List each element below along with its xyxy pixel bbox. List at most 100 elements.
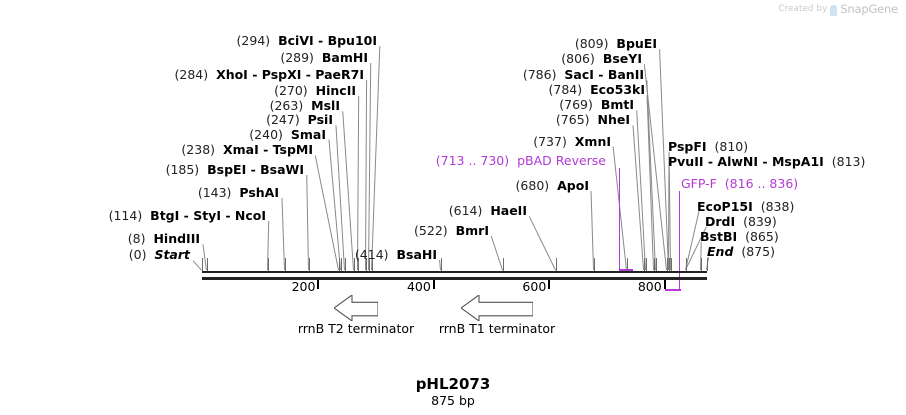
watermark-brand: SnapGene xyxy=(840,2,898,16)
enzyme-label[interactable]: (614) HaeII xyxy=(449,204,527,217)
enzyme-separator: - xyxy=(593,67,608,82)
enzyme-label[interactable]: (263) MslI xyxy=(270,99,340,112)
primer-label[interactable]: (713 .. 730) pBAD Reverse xyxy=(436,154,606,167)
enzyme-position: (522) xyxy=(414,223,448,238)
enzyme-name: PspXI xyxy=(261,67,302,82)
enzyme-label[interactable]: (784) Eco53kI xyxy=(549,83,645,96)
enzyme-name: TspMI xyxy=(272,142,313,157)
enzyme-label[interactable]: (680) ApoI xyxy=(516,179,589,192)
enzyme-label[interactable]: (737) XmnI xyxy=(533,135,611,148)
enzyme-label[interactable]: (185) BspEI - BsaWI xyxy=(166,163,304,176)
enzyme-position: (414) xyxy=(354,247,389,262)
restriction-cut-mark xyxy=(340,258,342,271)
restriction-cut-mark xyxy=(503,258,505,271)
enzyme-name: HaeII xyxy=(490,203,527,218)
enzyme-position: (806) xyxy=(561,51,595,66)
enzyme-name: SmaI xyxy=(290,127,326,142)
axis-tick-label: 200 xyxy=(291,279,316,294)
enzyme-separator: - xyxy=(703,154,718,169)
enzyme-label[interactable]: (522) BmrI xyxy=(414,224,489,237)
enzyme-separator: - xyxy=(179,208,194,223)
enzyme-separator: - xyxy=(247,67,262,82)
enzyme-label[interactable]: (238) XmaI - TspMI xyxy=(181,143,313,156)
primer-leader-gfp-f xyxy=(678,191,681,291)
terminator-arrow[interactable] xyxy=(461,295,533,321)
enzyme-label[interactable]: (414) BsaHI xyxy=(355,248,437,261)
enzyme-separator: - xyxy=(301,67,316,82)
enzyme-label[interactable]: End (875) xyxy=(707,245,775,258)
enzyme-name: ApoI xyxy=(557,178,589,193)
terminator-label: rrnB T2 terminator xyxy=(297,321,415,336)
enzyme-position: (247) xyxy=(266,112,300,127)
restriction-cut-mark xyxy=(645,258,647,271)
primer-range: (713 .. 730) xyxy=(435,153,510,168)
enzyme-name: PaeR7I xyxy=(315,67,364,82)
axis-tick xyxy=(663,280,666,289)
enzyme-position: (810) xyxy=(714,139,749,154)
restriction-cut-mark xyxy=(339,258,341,271)
enzyme-position: (284) xyxy=(174,67,209,82)
enzyme-position: (737) xyxy=(533,134,567,149)
enzyme-label[interactable]: (294) BciVI - Bpu10I xyxy=(237,34,377,47)
enzyme-name: BsaHI xyxy=(396,247,437,262)
terminator-arrow[interactable] xyxy=(334,295,378,321)
restriction-cut-mark xyxy=(685,258,687,271)
enzyme-position: (0) xyxy=(128,247,147,262)
enzyme-name: Start xyxy=(154,247,190,262)
enzyme-label[interactable]: EcoP15I (838) xyxy=(697,200,794,213)
enzyme-label[interactable]: (143) PshAI xyxy=(198,186,279,199)
enzyme-position: (813) xyxy=(831,154,866,169)
enzyme-label[interactable]: (0) Start xyxy=(129,248,190,261)
axis-tick xyxy=(317,280,320,289)
sequence-axis-bottom-rule xyxy=(202,277,707,280)
enzyme-position: (114) xyxy=(108,208,143,223)
enzyme-name: BstBI xyxy=(700,229,738,244)
enzyme-position: (289) xyxy=(280,50,314,65)
enzyme-label[interactable]: DrdI (839) xyxy=(705,215,777,228)
enzyme-name: NcoI xyxy=(234,208,266,223)
enzyme-label[interactable]: (8) HindIII xyxy=(128,232,200,245)
restriction-cut-mark xyxy=(707,258,708,271)
restriction-cut-mark xyxy=(594,258,596,271)
enzyme-position: (185) xyxy=(165,162,200,177)
enzyme-name: BmrI xyxy=(455,223,489,238)
restriction-cut-mark xyxy=(643,258,645,271)
enzyme-name: EcoP15I xyxy=(697,199,753,214)
enzyme-position: (865) xyxy=(745,229,779,244)
primer-label[interactable]: GFP-F (816 .. 836) xyxy=(681,177,798,190)
terminator-label: rrnB T1 terminator xyxy=(438,321,556,336)
enzyme-label[interactable]: (240) SmaI xyxy=(249,128,326,141)
restriction-cut-mark xyxy=(667,258,669,271)
enzyme-label[interactable]: (786) SacI - BanII xyxy=(523,68,644,81)
primer-foot-gfp-f xyxy=(664,289,681,291)
enzyme-label[interactable]: (769) BmtI xyxy=(559,98,634,111)
enzyme-position: (786) xyxy=(522,67,557,82)
enzyme-label[interactable]: (270) HincII xyxy=(274,84,356,97)
enzyme-label[interactable]: BstBI (865) xyxy=(700,230,779,243)
enzyme-label[interactable]: (806) BseYI xyxy=(561,52,642,65)
enzyme-position: (809) xyxy=(574,36,609,51)
enzyme-name: BsaWI xyxy=(260,162,304,177)
restriction-cut-mark xyxy=(556,258,558,271)
enzyme-label[interactable]: (114) BtgI - StyI - NcoI xyxy=(109,209,266,222)
enzyme-name: StyI xyxy=(193,208,221,223)
enzyme-label[interactable]: (809) BpuEI xyxy=(575,37,657,50)
enzyme-label[interactable]: PvuII - AlwNI - MspA1I (813) xyxy=(668,155,865,168)
page-title: pHL2073 xyxy=(415,375,491,393)
restriction-cut-mark xyxy=(440,258,442,271)
restriction-cut-mark xyxy=(701,258,703,271)
enzyme-position: (875) xyxy=(741,244,775,259)
restriction-cut-mark xyxy=(654,258,656,271)
enzyme-label[interactable]: (289) BamHI xyxy=(280,51,368,64)
enzyme-label[interactable]: (765) NheI xyxy=(556,113,630,126)
enzyme-position: (839) xyxy=(743,214,777,229)
restriction-cut-mark xyxy=(671,258,673,271)
axis-tick xyxy=(548,280,551,289)
restriction-cut-mark xyxy=(202,258,203,271)
enzyme-label[interactable]: PspFI (810) xyxy=(668,140,748,153)
enzyme-label[interactable]: (284) XhoI - PspXI - PaeR7I xyxy=(174,68,364,81)
enzyme-separator: - xyxy=(220,208,235,223)
restriction-cut-mark xyxy=(365,258,367,271)
enzyme-name: PshAI xyxy=(239,185,279,200)
enzyme-label[interactable]: (247) PsiI xyxy=(266,113,333,126)
